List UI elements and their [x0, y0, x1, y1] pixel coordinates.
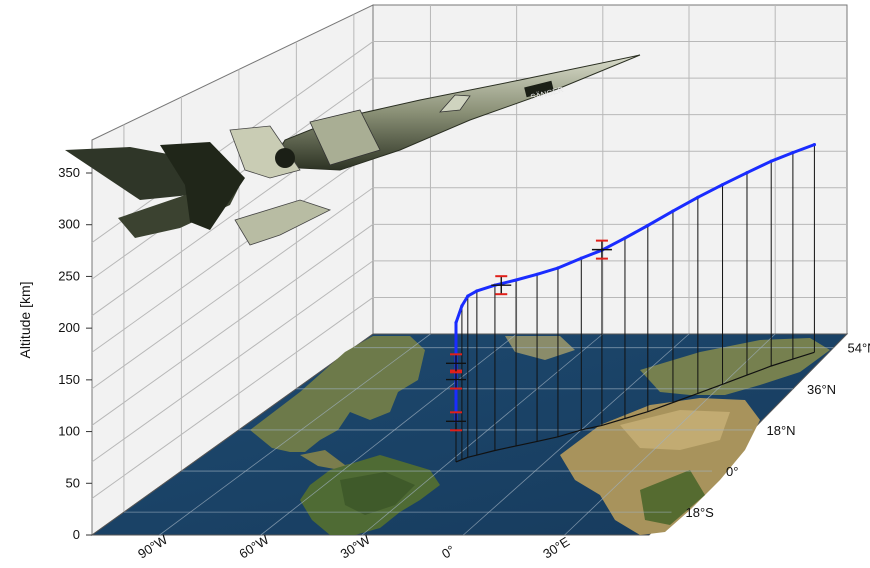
y-axis-label: Altitude [km] — [17, 281, 33, 358]
trajectory-point — [623, 237, 626, 240]
trajectory-point — [466, 295, 469, 298]
trajectory-point — [475, 289, 478, 292]
back-wall — [373, 5, 847, 334]
y-tick-label: 200 — [58, 320, 80, 335]
trajectory-point — [671, 210, 674, 213]
trajectory-point — [721, 183, 724, 186]
lat-tick-label: 0° — [726, 464, 738, 479]
trajectory-point — [770, 160, 773, 163]
trajectory-point — [696, 196, 699, 199]
trajectory-point — [460, 304, 463, 307]
trajectory-point — [535, 273, 538, 276]
trajectory-point — [791, 151, 794, 154]
lon-tick-label: 90°W — [135, 532, 171, 562]
lat-tick-label: 36°N — [807, 382, 836, 397]
y-tick-label: 150 — [58, 372, 80, 387]
lat-tick-label: 18°S — [686, 505, 715, 520]
y-tick-label: 100 — [58, 424, 80, 439]
trajectory-point — [745, 171, 748, 174]
trajectory-point — [454, 344, 457, 347]
trajectory-point — [580, 257, 583, 260]
y-tick-label: 300 — [58, 217, 80, 232]
lon-tick-label: 30°W — [338, 532, 374, 562]
lon-tick-label: 0° — [439, 542, 457, 561]
y-ticks: 0 50 100 150 200 250 300 350 — [58, 165, 92, 542]
lat-tick-label: 18°N — [767, 423, 796, 438]
trajectory-point — [813, 143, 816, 146]
lon-tick-label: 30°E — [540, 534, 572, 562]
y-tick-label: 250 — [58, 268, 80, 283]
lat-tick-label: 54°N — [848, 341, 870, 356]
trajectory-point — [514, 278, 517, 281]
y-tick-label: 0 — [73, 527, 80, 542]
lon-tick-label: 60°W — [236, 532, 272, 562]
lon-ticks: 90°W 60°W 30°W 0° 30°E — [135, 532, 572, 562]
trajectory-point — [556, 266, 559, 269]
y-tick-label: 350 — [58, 165, 80, 180]
trajectory-point — [454, 397, 457, 400]
trajectory-point — [454, 321, 457, 324]
trajectory-point — [646, 224, 649, 227]
y-tick-label: 50 — [66, 475, 80, 490]
